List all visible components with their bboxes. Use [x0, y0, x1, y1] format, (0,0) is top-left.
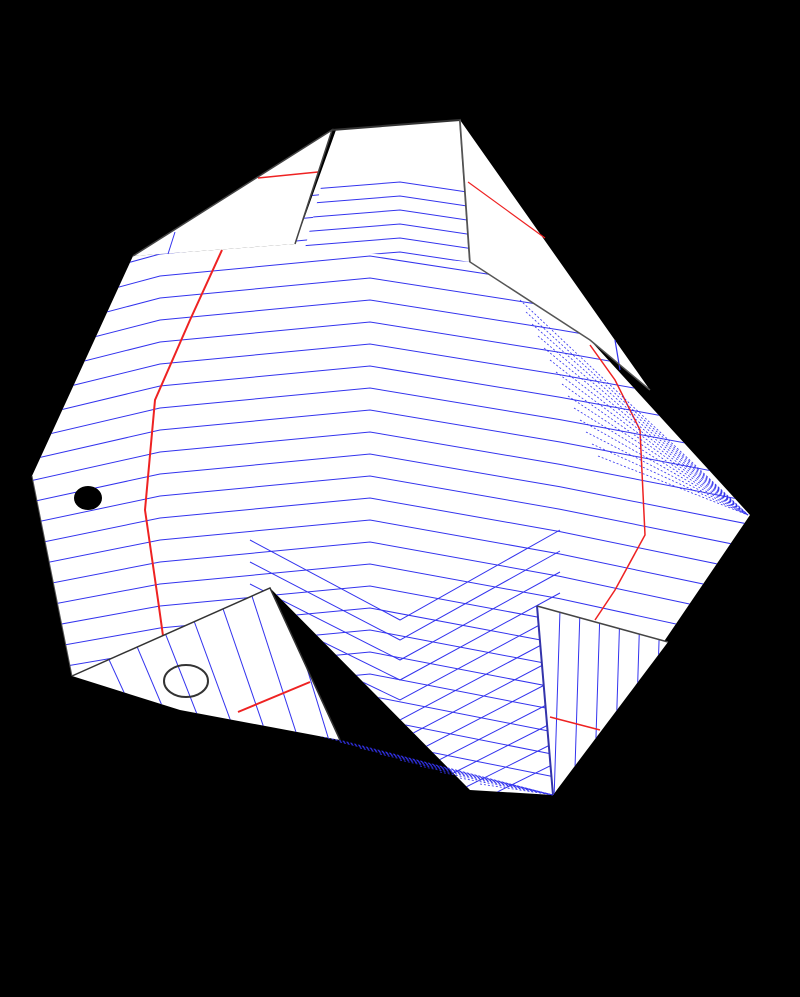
rule-line — [597, 455, 749, 516]
rule-line — [549, 359, 749, 516]
rule-line — [519, 299, 749, 516]
paper-right-top-panel — [459, 119, 651, 391]
rule-line — [32, 409, 750, 483]
rule-line — [32, 453, 750, 529]
rule-line — [579, 419, 749, 516]
rule-line — [32, 343, 750, 413]
rule-line — [439, 771, 554, 796]
rule-line — [32, 739, 750, 795]
rule-line — [305, 223, 470, 237]
rule-line — [379, 753, 554, 796]
paper-right-margin-line — [589, 344, 646, 621]
rule-line — [305, 181, 470, 195]
rule-line — [591, 443, 749, 516]
ring-hole-outline — [163, 664, 209, 698]
rule-line — [305, 195, 470, 209]
rule-line — [249, 760, 561, 795]
rule-line — [537, 335, 749, 516]
paper-fold-lines — [299, 299, 749, 796]
rule-line — [561, 383, 749, 516]
rule-line — [32, 431, 750, 506]
rule-line — [249, 571, 561, 661]
paper-outer-edge — [31, 475, 73, 677]
rule-line — [531, 323, 749, 516]
punched-hole — [74, 486, 102, 510]
rule-line — [32, 497, 750, 576]
rule-line — [32, 541, 750, 622]
rule-line — [32, 563, 750, 645]
rule-line — [249, 529, 561, 621]
rule-line — [32, 717, 750, 795]
rule-line — [249, 589, 306, 740]
paper-margin-line — [143, 249, 223, 701]
rule-line — [305, 209, 470, 223]
rule-line — [553, 609, 561, 795]
rule-line — [32, 519, 750, 599]
rule-line — [479, 783, 554, 796]
rule-line — [249, 550, 561, 641]
rule-line — [305, 237, 470, 251]
rule-line — [32, 475, 750, 553]
rule-line — [339, 741, 554, 796]
rule-line — [319, 735, 554, 796]
rule-line — [32, 387, 750, 460]
